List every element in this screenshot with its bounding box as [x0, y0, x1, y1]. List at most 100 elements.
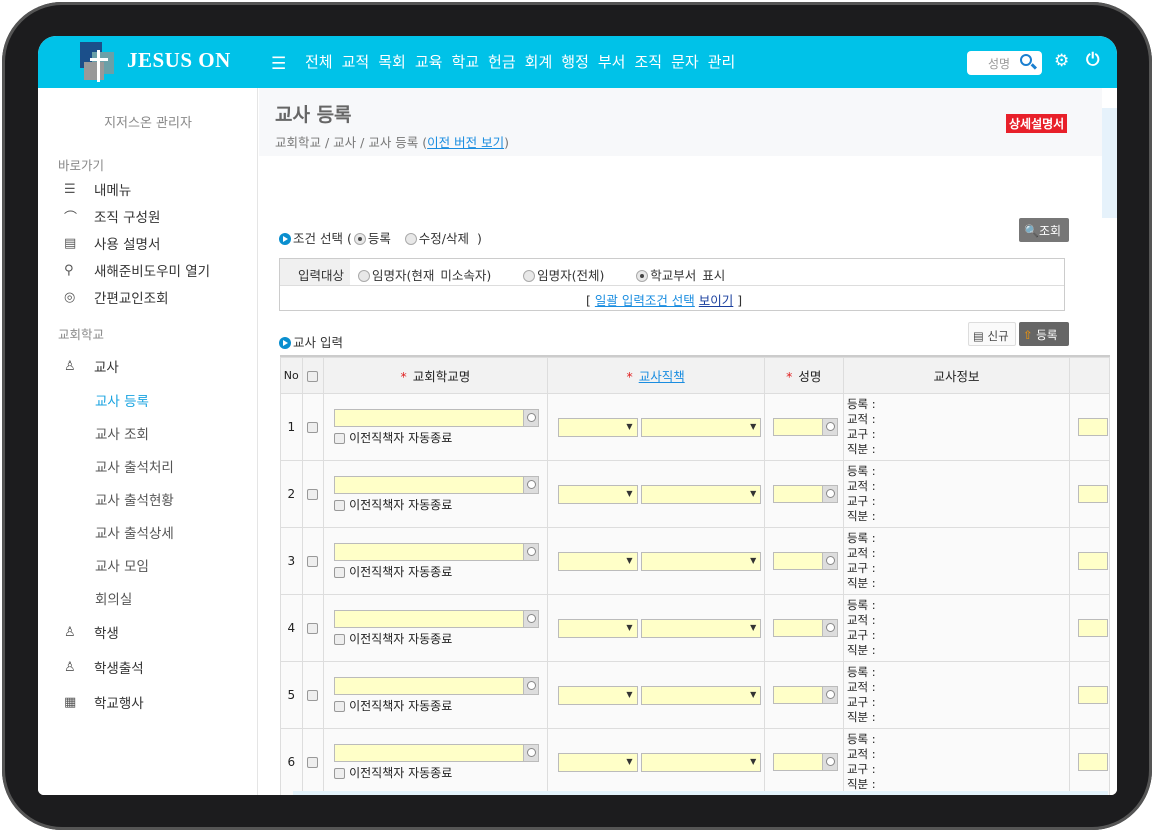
- horizontal-scrollbar[interactable]: [293, 791, 1108, 795]
- row-checkbox[interactable]: [307, 757, 319, 768]
- nav-item[interactable]: 문자: [671, 53, 699, 71]
- radio-register[interactable]: [353, 233, 366, 245]
- sidebar-item-teacher-lookup[interactable]: 교사 조회: [95, 427, 149, 443]
- position-select-2[interactable]: [641, 417, 762, 437]
- position-select-2[interactable]: [641, 752, 762, 772]
- nav-item[interactable]: 행정: [561, 53, 589, 71]
- name-input[interactable]: [772, 485, 823, 503]
- shortcut-my-menu[interactable]: ☰ 내메뉴: [64, 179, 131, 200]
- radio-show-dept[interactable]: [636, 270, 649, 282]
- magnifier-icon[interactable]: [523, 609, 540, 628]
- nav-item[interactable]: 부서: [597, 53, 626, 71]
- magnifier-icon[interactable]: [821, 485, 838, 503]
- bulk-condition-link[interactable]: 일괄 입력조건 선택: [594, 293, 695, 308]
- name-input[interactable]: [772, 619, 823, 637]
- name-input[interactable]: [772, 686, 823, 704]
- magnifier-icon[interactable]: [821, 753, 838, 771]
- search-button[interactable]: 🔍조회: [1019, 218, 1069, 242]
- name-input[interactable]: [772, 552, 823, 570]
- magnifier-icon[interactable]: [821, 552, 838, 570]
- extra-input[interactable]: [1077, 686, 1108, 704]
- brand-name[interactable]: JESUS ON: [127, 48, 231, 72]
- detail-manual-button[interactable]: 상세설명서: [1006, 114, 1068, 133]
- auto-end-checkbox[interactable]: [334, 432, 346, 444]
- row-checkbox[interactable]: [307, 690, 319, 701]
- sidebar-item-attendance-status[interactable]: 교사 출석현황: [95, 493, 174, 509]
- extra-input[interactable]: [1077, 619, 1108, 637]
- shortcut-manual[interactable]: ▤ 사용 설명서: [64, 233, 160, 254]
- nav-item[interactable]: 전체: [305, 53, 333, 71]
- position-select-2[interactable]: [641, 618, 762, 638]
- name-input[interactable]: [772, 418, 823, 436]
- magnifier-icon[interactable]: [523, 743, 540, 762]
- nav-item[interactable]: 교육: [414, 53, 443, 71]
- magnifier-icon[interactable]: [821, 619, 838, 637]
- nav-item[interactable]: 목회: [378, 53, 406, 71]
- nav-item[interactable]: 조직: [634, 53, 663, 71]
- position-select-2[interactable]: [641, 551, 762, 571]
- radio-edit-delete[interactable]: [404, 233, 417, 245]
- position-select-1[interactable]: [557, 618, 638, 638]
- radio-unassigned[interactable]: [358, 270, 370, 282]
- position-select-2[interactable]: [641, 685, 762, 705]
- extra-input[interactable]: [1077, 418, 1108, 436]
- position-select-1[interactable]: [557, 417, 638, 437]
- school-input[interactable]: [334, 408, 525, 427]
- shortcut-org-members[interactable]: ⌒ 조직 구성원: [64, 206, 160, 226]
- auto-end-checkbox[interactable]: [334, 566, 346, 578]
- new-button[interactable]: ▤ 신규: [968, 322, 1016, 346]
- nav-item[interactable]: 교적: [341, 53, 370, 71]
- vertical-scrollbar[interactable]: [1102, 108, 1117, 218]
- position-header-link[interactable]: 교사직책: [638, 369, 685, 384]
- hamburger-icon[interactable]: ☰: [271, 54, 287, 74]
- magnifier-icon[interactable]: [821, 418, 838, 436]
- sidebar-item-student-attendance[interactable]: ♙ 학생출석: [64, 657, 144, 678]
- select-all-checkbox[interactable]: [307, 371, 319, 382]
- extra-input[interactable]: [1077, 753, 1108, 771]
- shortcut-quick-member-lookup[interactable]: ◎ 간편교인조회: [64, 287, 169, 308]
- row-checkbox[interactable]: [307, 422, 319, 433]
- name-search-input[interactable]: 성명: [967, 51, 1042, 75]
- position-select-1[interactable]: [557, 484, 638, 504]
- sidebar-item-school-events[interactable]: ▦ 학교행사: [64, 692, 144, 713]
- gear-icon[interactable]: ⚙: [1054, 51, 1070, 71]
- row-checkbox[interactable]: [307, 556, 319, 567]
- row-checkbox[interactable]: [307, 623, 319, 634]
- extra-input[interactable]: [1077, 552, 1108, 570]
- auto-end-checkbox[interactable]: [334, 700, 346, 712]
- nav-item[interactable]: 관리: [707, 53, 736, 71]
- search-icon[interactable]: [1020, 54, 1032, 66]
- sidebar-item-teacher-register[interactable]: 교사 등록: [95, 394, 149, 410]
- position-select-1[interactable]: [557, 752, 638, 772]
- school-input[interactable]: [334, 743, 525, 762]
- sidebar-item-teacher-attendance[interactable]: 교사 출석처리: [95, 460, 174, 476]
- position-select-1[interactable]: [557, 551, 638, 571]
- shortcut-new-year-wizard[interactable]: ⚲ 새해준비도우미 열기: [64, 260, 210, 281]
- radio-all[interactable]: [523, 270, 536, 282]
- extra-input[interactable]: [1077, 485, 1108, 503]
- power-icon[interactable]: ⏻: [1086, 50, 1100, 70]
- school-input[interactable]: [334, 542, 525, 561]
- nav-item[interactable]: 학교: [451, 53, 480, 71]
- school-input[interactable]: [334, 676, 525, 695]
- position-select-1[interactable]: [557, 685, 638, 705]
- magnifier-icon[interactable]: [523, 676, 540, 695]
- school-input[interactable]: [334, 609, 525, 628]
- show-link[interactable]: 보이기: [698, 293, 734, 308]
- nav-item[interactable]: 회계: [524, 53, 553, 71]
- school-input[interactable]: [334, 475, 525, 494]
- nav-item[interactable]: 헌금: [488, 53, 516, 71]
- position-select-2[interactable]: [641, 484, 762, 504]
- magnifier-icon[interactable]: [523, 475, 540, 494]
- magnifier-icon[interactable]: [821, 686, 838, 704]
- name-input[interactable]: [772, 753, 823, 771]
- auto-end-checkbox[interactable]: [334, 633, 346, 645]
- auto-end-checkbox[interactable]: [334, 767, 346, 779]
- magnifier-icon[interactable]: [523, 542, 540, 561]
- auto-end-checkbox[interactable]: [334, 499, 346, 511]
- sidebar-item-attendance-detail[interactable]: 교사 출석상세: [95, 526, 174, 542]
- sidebar-item-teacher[interactable]: ♙ 교사: [64, 356, 119, 377]
- magnifier-icon[interactable]: [523, 408, 540, 427]
- sidebar-item-teacher-meeting[interactable]: 교사 모임: [95, 559, 149, 575]
- row-checkbox[interactable]: [307, 489, 319, 500]
